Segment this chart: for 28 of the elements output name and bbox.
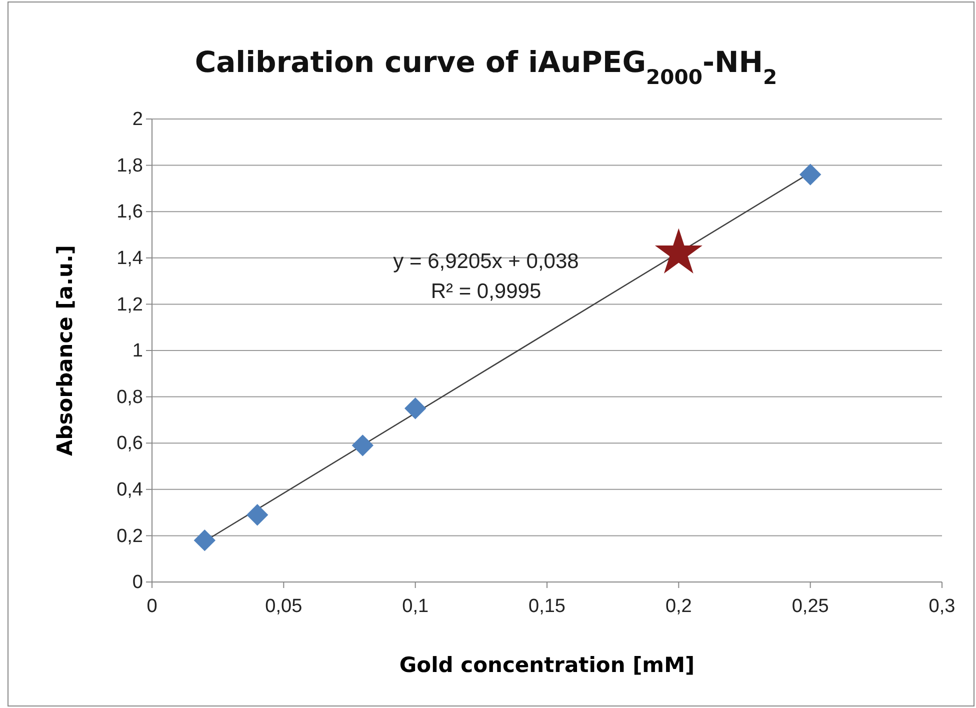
x-tick-label: 0,1: [402, 596, 429, 617]
y-tick-label: 1,8: [116, 155, 143, 176]
x-tick-label: 0,15: [528, 596, 566, 617]
x-tick-label: 0: [146, 596, 158, 617]
y-tick-label: 2: [132, 109, 143, 130]
y-tick-label: 0,4: [116, 479, 144, 500]
x-axis-title: Gold concentration [mM]: [399, 653, 695, 677]
point: [799, 164, 822, 186]
chart-title: Calibration curve of iAuPEG$_{2000}$-NH$_{2}$: [194, 45, 778, 89]
x-tick-label: 0,2: [665, 596, 692, 617]
x-tick-label: 0,05: [265, 596, 302, 617]
point: [246, 504, 268, 526]
y-tick-label: 0,2: [116, 526, 143, 547]
point: [194, 529, 216, 552]
annotation: y = 6,9205x + 0,038: [393, 250, 579, 273]
x-tick-label: 0,3: [928, 596, 956, 617]
y-tick-label: 0,8: [116, 386, 143, 408]
point: [404, 398, 426, 420]
y-tick-label: 0: [132, 572, 143, 594]
y-tick-label: 1,2: [116, 294, 143, 316]
annotation: R² = 0,9995: [430, 280, 542, 303]
y-tick-label: 1,6: [116, 202, 143, 223]
y-tick-label: 1,4: [116, 248, 144, 269]
y-tick-label: 1: [132, 340, 143, 362]
point: [352, 434, 374, 456]
x-tick-label: 0,25: [792, 596, 829, 617]
y-tick-label: 0,6: [116, 433, 143, 454]
y-axis-title: Absorbance [a.u.]: [53, 245, 77, 456]
